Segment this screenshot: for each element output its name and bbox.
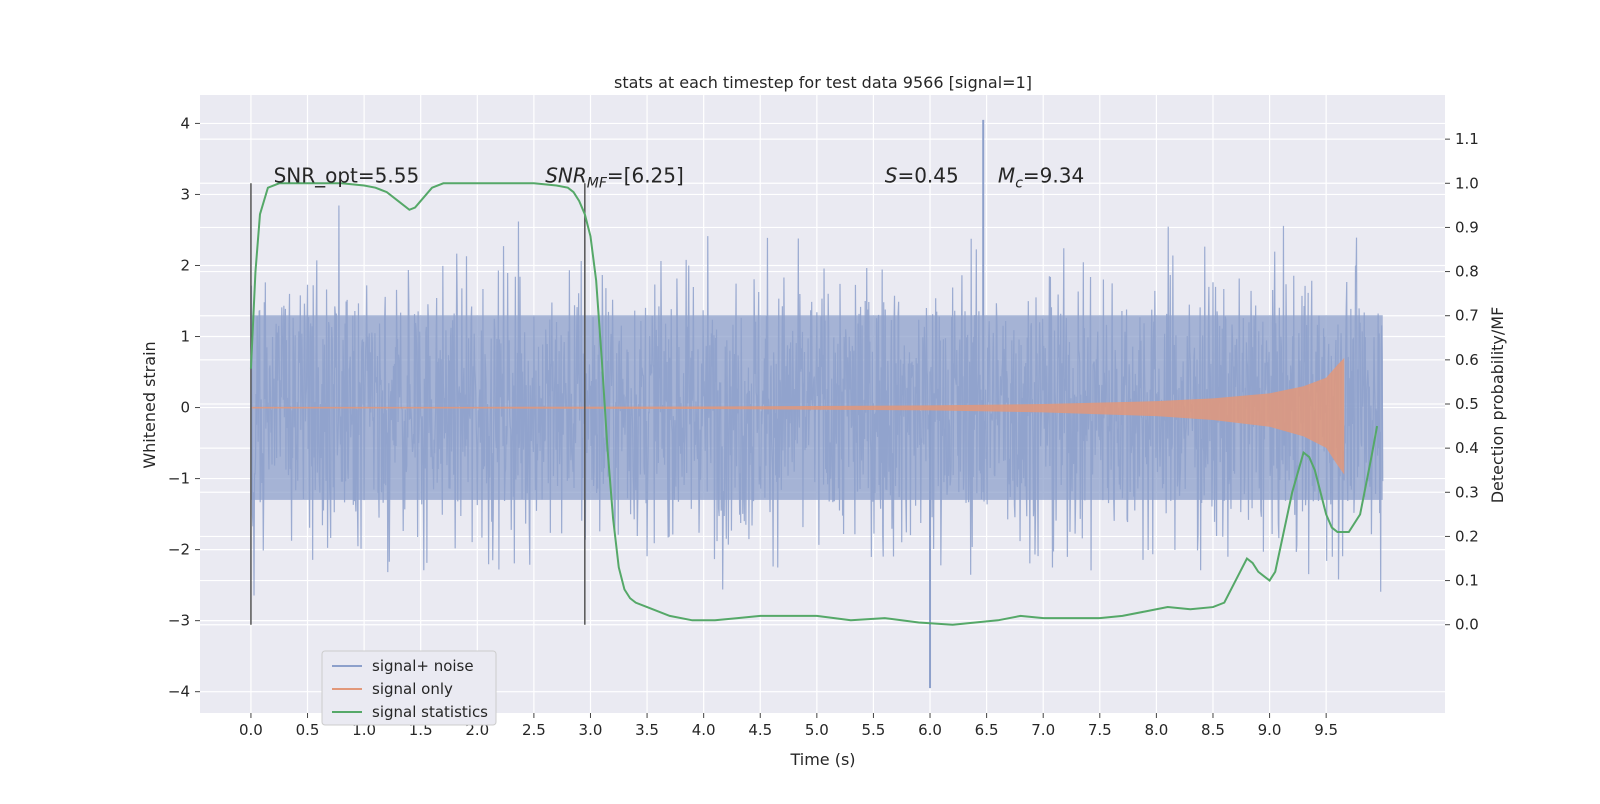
y-left-tick-label: 1 (180, 328, 190, 346)
y-right-tick-label: 0.7 (1455, 307, 1479, 325)
chart-title: stats at each timestep for test data 956… (614, 73, 1032, 92)
y-left-tick-label: −1 (168, 470, 190, 488)
annotation-text: Mc=9.34 (998, 163, 1084, 191)
y-left-tick-label: 3 (180, 185, 190, 203)
x-tick-label: 0.0 (239, 721, 263, 739)
legend-box (321, 650, 497, 726)
x-tick-label: 3.5 (635, 721, 659, 739)
x-tick-label: 7.5 (1088, 721, 1112, 739)
y-right-tick-label: 0.9 (1455, 218, 1479, 236)
annotation-main: S (885, 163, 898, 187)
annotation-tail: =[6.25] (607, 163, 684, 187)
annotations: SNR_opt=5.55 SNRMF=[6.25] S=0.45 Mc=9.34 (274, 163, 1085, 191)
x-tick-label: 4.5 (748, 721, 772, 739)
legend: signal+ noise signal only signal statistic… (321, 650, 497, 726)
annotation-tail: =9.34 (1023, 163, 1084, 187)
y-left-tick-label: −3 (168, 612, 190, 630)
y-left-tick-label: 2 (180, 256, 190, 274)
annotation-subscript: c (1015, 175, 1023, 191)
y-right-tick-label: 0.1 (1455, 572, 1479, 590)
x-tick-label: 8.0 (1144, 721, 1168, 739)
y-axis-label-right: Detection probability/MF (1488, 307, 1507, 504)
annotation-main: SNR (545, 163, 587, 187)
y-left-tick-label: 0 (180, 399, 190, 417)
x-tick-label: 3.0 (579, 721, 603, 739)
annotation-text: S=0.45 (885, 163, 959, 187)
x-tick-label: 6.0 (918, 721, 942, 739)
annotation-main: M (998, 163, 1015, 187)
x-tick-label: 5.0 (805, 721, 829, 739)
annotation-main: SNR_opt=5.55 (274, 163, 420, 187)
y-right-tick-label: 0.8 (1455, 263, 1479, 281)
annotation-subscript: MF (587, 175, 608, 191)
x-tick-label: 7.0 (1031, 721, 1055, 739)
stats-line (249, 182, 1379, 626)
y-left-tick-label: 4 (180, 114, 190, 132)
y-left-tick-label: −2 (168, 541, 190, 559)
y-right-tick-label: 0.3 (1455, 483, 1479, 501)
y-right-tick-label: 0.4 (1455, 439, 1479, 457)
y-right-tick-label: 0.5 (1455, 395, 1479, 413)
x-tick-label: 5.5 (862, 721, 886, 739)
x-tick-label: 2.5 (522, 721, 546, 739)
x-tick-label: 0.5 (296, 721, 320, 739)
x-axis-label: Time (s) (789, 750, 855, 769)
annotation-text: SNRMF=[6.25] (545, 163, 684, 191)
x-tick-label: 6.5 (975, 721, 999, 739)
y-right-tick-label: 1.1 (1455, 130, 1479, 148)
y-right-tick-label: 0.6 (1455, 351, 1479, 369)
x-tick-label: 9.0 (1258, 721, 1282, 739)
y-right-tick-label: 0.0 (1455, 616, 1479, 634)
y-left-tick-label: −4 (168, 683, 190, 701)
y-right-tick-label: 1.0 (1455, 174, 1479, 192)
x-tick-label: 8.5 (1201, 721, 1225, 739)
vertical-lines (250, 183, 586, 625)
legend-label: signal+ noise (372, 657, 474, 675)
y-axis-label-left: Whitened strain (140, 341, 159, 468)
y-right-tick-label: 0.2 (1455, 527, 1479, 545)
legend-label: signal only (372, 680, 453, 698)
x-tick-label: 4.0 (692, 721, 716, 739)
legend-label: signal statistics (372, 703, 488, 721)
annotation-text: SNR_opt=5.55 (274, 163, 420, 187)
annotation-tail: =0.45 (897, 163, 958, 187)
x-tick-label: 9.5 (1314, 721, 1338, 739)
series-signal-statistics (249, 182, 1379, 626)
